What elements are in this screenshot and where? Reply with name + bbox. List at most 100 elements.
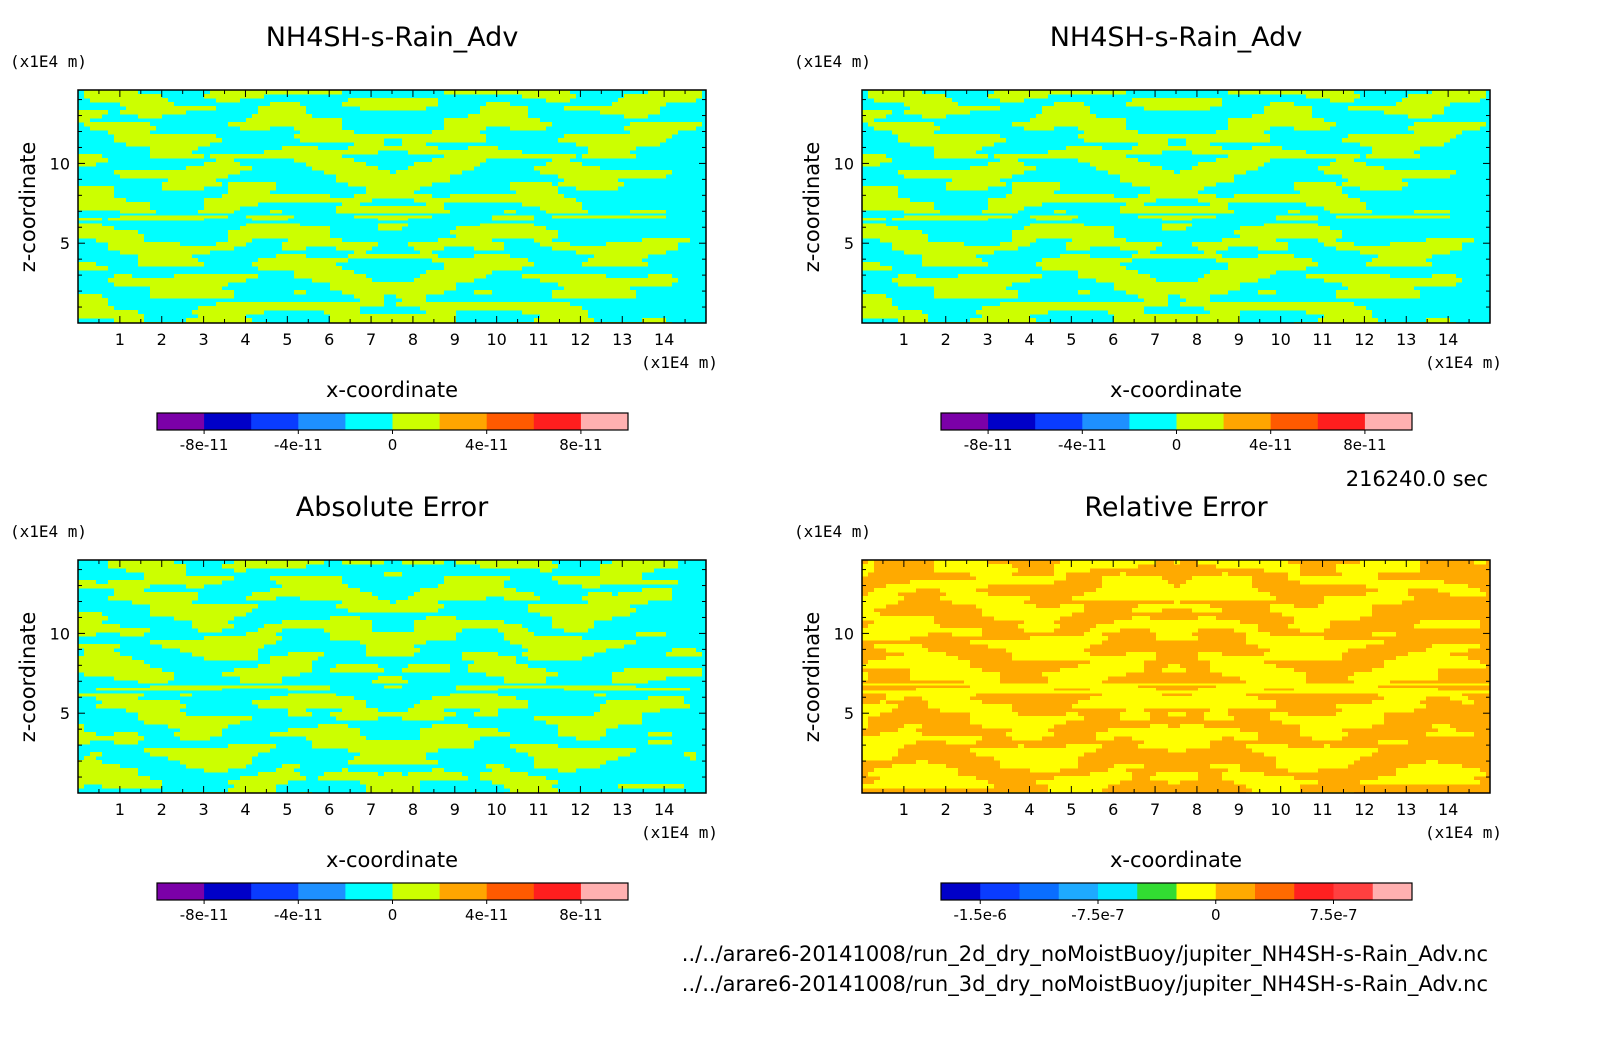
contour-cell (1360, 560, 1420, 565)
contour-cell (1198, 656, 1342, 661)
x-tick-label: 4 (240, 800, 250, 819)
contour-cell (1306, 274, 1390, 279)
contour-cell (1210, 708, 1228, 713)
contour-cell (1120, 206, 1228, 211)
contour-cell (874, 620, 934, 625)
x-unit-label: (x1E4 m) (1425, 823, 1502, 842)
contour-cell (964, 680, 1000, 685)
contour-cell (868, 660, 970, 665)
contour-cell (1030, 222, 1084, 227)
contour-cell (910, 580, 1054, 585)
contour-cell (1054, 564, 1138, 569)
colorbar-swatch (345, 883, 393, 900)
contour-cell (150, 752, 258, 757)
contour-cell (492, 780, 558, 785)
contour-cell (360, 780, 420, 785)
contour-cell (1450, 592, 1486, 597)
contour-cell (1114, 282, 1240, 287)
contour-cell (552, 246, 678, 251)
contour-cell (150, 604, 258, 609)
contour-cell (1066, 744, 1102, 749)
contour-cell (540, 242, 570, 247)
contour-cell (366, 648, 420, 653)
contour-cell (982, 724, 1054, 729)
contour-cell (102, 700, 180, 705)
contour-cell (1204, 274, 1270, 279)
contour-cell (360, 298, 384, 303)
contour-cell (1252, 114, 1312, 119)
contour-cell (1378, 588, 1408, 593)
x-tick-label: 2 (941, 330, 951, 349)
contour-cell (898, 274, 916, 279)
contour-cell (1204, 250, 1216, 255)
contour-cell (96, 238, 144, 243)
x-tick-label: 12 (1354, 330, 1374, 349)
contour-cell (862, 612, 880, 617)
contour-cell (636, 632, 666, 637)
contour-cell (546, 210, 588, 215)
contour-cell (1252, 788, 1300, 793)
colorbar-tick-label: -1.5e-6 (954, 906, 1007, 924)
contour-cell (1132, 146, 1222, 151)
y-unit-label: (x1E4 m) (10, 522, 87, 541)
contour-cell (1210, 310, 1240, 315)
contour-cell (378, 226, 402, 231)
contour-cell (150, 150, 192, 155)
contour-cell (862, 222, 886, 227)
contour-cell (324, 772, 378, 777)
contour-cell (354, 250, 366, 255)
contour-cell (444, 154, 576, 159)
contour-cell (1132, 608, 1162, 613)
contour-cell (336, 246, 372, 251)
contour-cell (1300, 732, 1348, 737)
contour-cell (1342, 182, 1408, 187)
contour-cell (1090, 772, 1132, 777)
contour-cell (1024, 126, 1054, 131)
contour-cell (1420, 620, 1480, 625)
panel-title: Relative Error (1084, 492, 1268, 523)
contour-cell (396, 170, 462, 175)
contour-cell (1078, 274, 1150, 279)
contour-cell (1240, 226, 1330, 231)
contour-cell (1024, 226, 1114, 231)
contour-cell (234, 560, 324, 565)
contour-cell (666, 652, 702, 657)
contour-cell (862, 302, 892, 307)
contour-cell (928, 700, 982, 705)
contour-cell (1228, 768, 1240, 773)
colorbar-tick-label: 8e-11 (559, 436, 602, 454)
contour-cell (510, 182, 552, 187)
contour-cell (96, 696, 138, 701)
contour-cell (1324, 278, 1462, 283)
contour-cell (612, 560, 678, 565)
contour-cell (1246, 744, 1288, 749)
contour-cell (240, 226, 330, 231)
contour-cell (1108, 170, 1174, 175)
x-tick-label: 9 (1234, 800, 1244, 819)
contour-cell (114, 318, 144, 323)
contour-cell (222, 564, 306, 569)
colorbar-swatch (251, 413, 299, 430)
contour-cell (510, 788, 558, 793)
contour-cell (510, 186, 558, 191)
contour-cell (1078, 158, 1138, 163)
contour-cell (1408, 764, 1462, 769)
contour-cell (1000, 760, 1078, 765)
contour-cell (468, 146, 498, 151)
contour-cell (1270, 712, 1288, 717)
contour-cell (126, 708, 180, 713)
contour-cell (510, 126, 546, 131)
contour-cell (240, 676, 282, 681)
contour-cell (534, 238, 552, 243)
contour-cell (1222, 572, 1228, 577)
contour-cell (78, 222, 102, 227)
contour-cell (904, 174, 1012, 179)
contour-cell (330, 314, 456, 319)
contour-cell (150, 612, 246, 617)
contour-cell (1300, 580, 1444, 585)
contour-cell (1174, 560, 1180, 565)
contour-cell (288, 712, 312, 717)
contour-cell (402, 142, 426, 147)
contour-cell (150, 294, 234, 299)
